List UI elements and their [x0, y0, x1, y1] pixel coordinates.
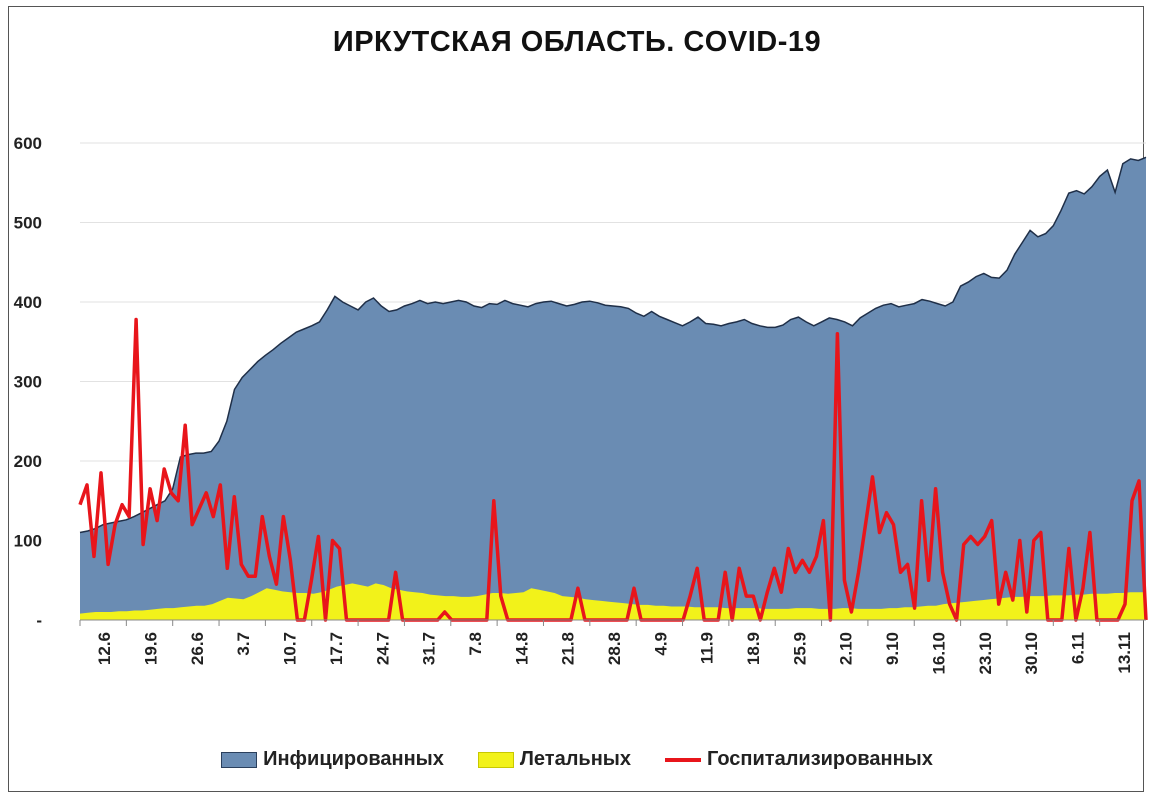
- legend-swatch-deaths: [477, 751, 514, 768]
- legend-item-deaths: Летальных: [477, 748, 631, 771]
- x-tick-label: 21.8: [559, 632, 578, 665]
- x-tick-label: 24.7: [373, 632, 392, 665]
- legend-label-hospitalized: Госпитализированных: [706, 748, 933, 770]
- y-tick-label: 400: [14, 293, 42, 312]
- x-tick-label: 23.10: [976, 632, 995, 675]
- x-tick-label: 28.8: [605, 632, 624, 665]
- y-tick-label: 600: [14, 134, 42, 153]
- legend-swatch-hospitalized: [664, 757, 701, 762]
- x-tick-label: 14.8: [512, 632, 531, 665]
- x-tick-label: 31.7: [420, 632, 439, 665]
- x-tick-label: 30.10: [1022, 632, 1041, 675]
- x-tick-label: 25.9: [790, 632, 809, 665]
- x-tick-label: 12.6: [95, 632, 114, 665]
- x-tick-label: 4.9: [651, 632, 670, 656]
- chart-svg: - 100 200 300 400 500 600 12.6 19.6 26.6 3.7 10.7 17…: [14, 134, 1148, 675]
- y-tick-label: 100: [14, 532, 42, 551]
- y-tick-label: 500: [14, 214, 42, 233]
- legend-swatch-infected: [221, 751, 258, 768]
- area-infected-outline: [79, 156, 1147, 534]
- x-tick-label: 7.8: [466, 632, 485, 656]
- x-tick-label: 19.6: [142, 632, 161, 665]
- legend-item-infected: Инфицированных: [221, 748, 444, 771]
- x-tick-label: 16.10: [929, 632, 948, 675]
- legend-label-infected: Инфицированных: [263, 748, 444, 770]
- x-tick-label: 13.11: [1115, 632, 1134, 674]
- area-infected: [80, 157, 1146, 621]
- chart-title: ИРКУТСКАЯ ОБЛАСТЬ. COVID-19: [332, 26, 822, 58]
- y-tick-label: -: [36, 611, 42, 630]
- y-tick-label: 300: [14, 373, 42, 392]
- legend-label-deaths: Летальных: [519, 748, 631, 770]
- legend-item-hospitalized: Госпитализированных: [664, 748, 933, 771]
- x-tick-label: 3.7: [234, 632, 253, 656]
- x-tick-label: 26.6: [188, 632, 207, 665]
- x-tick-label: 17.7: [327, 632, 346, 665]
- x-tick-label: 10.7: [281, 632, 300, 665]
- y-tick-label: 200: [14, 452, 42, 471]
- x-tick-label: 2.10: [837, 632, 856, 665]
- legend: Инфицированных Летальных Госпитализирова…: [0, 748, 1154, 771]
- x-tick-label: 9.10: [883, 632, 902, 665]
- x-tick-label: 11.9: [698, 632, 717, 664]
- x-tick-label: 18.9: [744, 632, 763, 665]
- x-tick-label: 6.11: [1069, 632, 1088, 664]
